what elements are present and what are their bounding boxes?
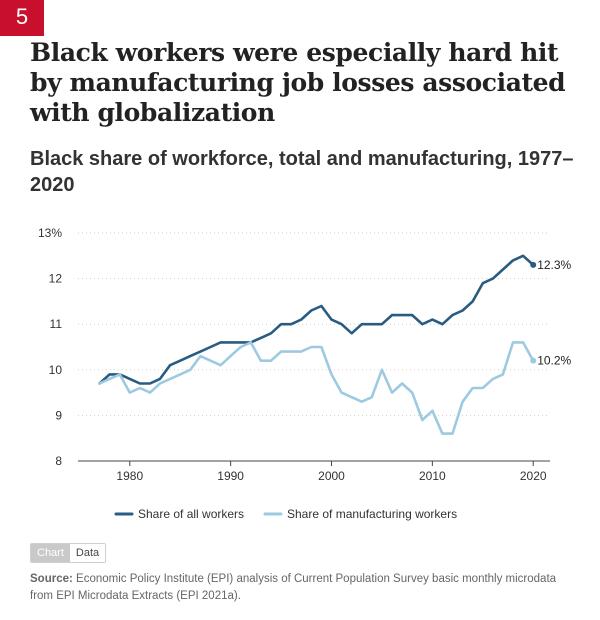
series-end-point-2 [530, 357, 537, 364]
series-end-point-1 [530, 261, 537, 268]
x-tick-label: 1990 [217, 469, 244, 483]
chart-subtitle: Black share of workforce, total and manu… [30, 148, 574, 196]
legend[interactable]: Share of all workers Share of manufacturi… [114, 507, 457, 521]
series-line-2 [98, 341, 535, 435]
source-text: Economic Policy Institute (EPI) analysis… [30, 573, 557, 602]
data-tab[interactable]: Data [69, 544, 106, 562]
y-axis-ticks: 8 9 10 11 12 13% [38, 226, 62, 468]
legend-label-1: Share of all workers [138, 507, 244, 521]
y-tick-label: 12 [49, 272, 63, 286]
chart-number-badge: 5 [0, 0, 44, 36]
series-end-label-1: 12.3% [537, 258, 571, 272]
x-tick-label: 1980 [116, 469, 143, 483]
y-tick-label: 9 [55, 408, 62, 422]
source-note: Source: Economic Policy Institute (EPI) … [30, 571, 570, 605]
series-end-label-2: 10.2% [537, 354, 571, 368]
x-tick-label: 2010 [419, 469, 446, 483]
series-line-1 [98, 254, 535, 385]
y-tick-label: 10 [49, 363, 63, 377]
chart-tab[interactable]: Chart [31, 544, 70, 562]
chart-title: Black workers were especially hard hit b… [30, 38, 566, 127]
series-lines: 12.3% 10.2% [98, 254, 572, 435]
gridlines [78, 232, 550, 416]
x-tick-label: 2000 [318, 469, 345, 483]
line-chart: 8 9 10 11 12 13% 1980 1990 2000 2010 2020 12.3% 10… [38, 226, 572, 521]
y-tick-label: 13% [38, 226, 62, 240]
x-tick-label: 2020 [520, 469, 547, 483]
source-label: Source: [30, 573, 73, 585]
y-tick-label: 11 [50, 317, 63, 331]
y-tick-label: 8 [55, 454, 62, 468]
legend-label-2: Share of manufacturing workers [287, 507, 457, 521]
x-axis: 1980 1990 2000 2010 2020 [78, 460, 550, 483]
chart-data-toggle[interactable]: Chart Data [30, 543, 107, 563]
